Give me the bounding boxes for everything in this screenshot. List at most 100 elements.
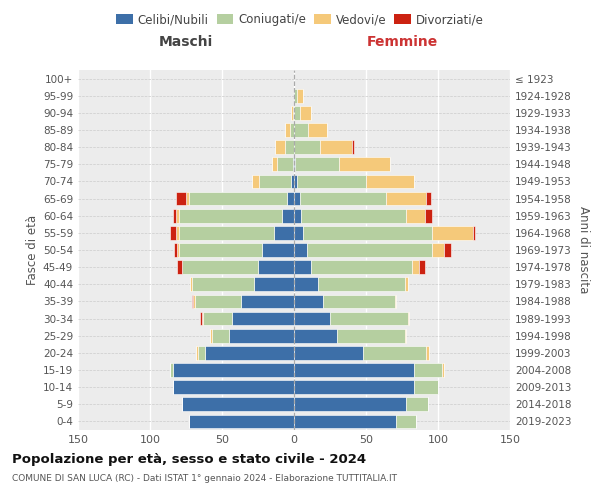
Bar — [179, 243, 262, 257]
Bar — [366, 174, 413, 188]
Bar — [211, 329, 212, 342]
Bar — [241, 294, 294, 308]
Bar — [294, 329, 337, 342]
Bar — [203, 312, 232, 326]
Bar — [170, 226, 176, 239]
Bar — [294, 209, 301, 222]
Bar — [295, 158, 338, 171]
Y-axis label: Fasce di età: Fasce di età — [26, 215, 39, 285]
Bar — [406, 398, 428, 411]
Bar — [170, 363, 173, 377]
Bar — [192, 278, 254, 291]
Bar — [473, 226, 475, 239]
Bar — [259, 174, 291, 188]
Bar — [363, 346, 427, 360]
Bar — [319, 278, 405, 291]
Bar — [200, 312, 202, 326]
Bar — [272, 158, 277, 171]
Bar — [311, 260, 412, 274]
Bar — [405, 278, 408, 291]
Bar — [294, 243, 307, 257]
Bar — [192, 294, 193, 308]
Bar — [179, 209, 283, 222]
Bar — [294, 278, 319, 291]
Bar — [283, 209, 294, 222]
Bar — [294, 312, 330, 326]
Bar — [395, 294, 396, 308]
Bar — [408, 312, 409, 326]
Bar — [197, 346, 205, 360]
Bar — [386, 192, 427, 205]
Bar — [294, 140, 320, 154]
Bar — [442, 363, 444, 377]
Bar — [275, 140, 286, 154]
Bar — [194, 294, 241, 308]
Bar — [297, 174, 366, 188]
Bar — [232, 312, 294, 326]
Bar — [405, 329, 406, 342]
Bar — [173, 380, 294, 394]
Bar — [286, 123, 290, 137]
Bar — [297, 89, 302, 102]
Bar — [294, 192, 300, 205]
Bar — [294, 260, 311, 274]
Bar — [294, 380, 413, 394]
Bar — [290, 123, 294, 137]
Bar — [176, 192, 186, 205]
Legend: Celibi/Nubili, Coniugati/e, Vedovi/e, Divorziati/e: Celibi/Nubili, Coniugati/e, Vedovi/e, Di… — [112, 8, 488, 31]
Bar — [419, 260, 425, 274]
Bar — [212, 329, 229, 342]
Bar — [294, 398, 406, 411]
Bar — [196, 346, 197, 360]
Bar — [425, 209, 432, 222]
Bar — [173, 363, 294, 377]
Bar — [330, 312, 408, 326]
Bar — [178, 260, 182, 274]
Bar — [193, 294, 194, 308]
Bar — [352, 140, 355, 154]
Bar — [406, 209, 425, 222]
Bar — [294, 414, 396, 428]
Bar — [300, 106, 311, 120]
Bar — [294, 174, 297, 188]
Bar — [301, 209, 406, 222]
Bar — [300, 192, 386, 205]
Bar — [413, 363, 442, 377]
Text: Popolazione per età, sesso e stato civile - 2024: Popolazione per età, sesso e stato civil… — [12, 452, 366, 466]
Bar — [294, 363, 413, 377]
Bar — [202, 312, 203, 326]
Bar — [189, 414, 294, 428]
Bar — [337, 329, 405, 342]
Bar — [182, 260, 258, 274]
Bar — [308, 123, 327, 137]
Bar — [427, 346, 430, 360]
Bar — [412, 260, 419, 274]
Bar — [413, 380, 438, 394]
Bar — [179, 226, 274, 239]
Bar — [262, 243, 294, 257]
Bar — [182, 398, 294, 411]
Bar — [293, 106, 294, 120]
Bar — [396, 414, 416, 428]
Bar — [307, 243, 432, 257]
Bar — [205, 346, 294, 360]
Bar — [252, 174, 259, 188]
Bar — [176, 226, 179, 239]
Bar — [287, 192, 294, 205]
Bar — [291, 174, 294, 188]
Bar — [323, 294, 395, 308]
Bar — [427, 192, 431, 205]
Bar — [320, 140, 352, 154]
Bar — [444, 243, 451, 257]
Bar — [294, 226, 302, 239]
Bar — [294, 106, 300, 120]
Bar — [294, 346, 363, 360]
Bar — [189, 192, 287, 205]
Bar — [258, 260, 294, 274]
Bar — [432, 243, 444, 257]
Text: Femmine: Femmine — [367, 36, 437, 50]
Bar — [176, 209, 179, 222]
Bar — [338, 158, 391, 171]
Bar — [294, 123, 308, 137]
Bar — [432, 226, 473, 239]
